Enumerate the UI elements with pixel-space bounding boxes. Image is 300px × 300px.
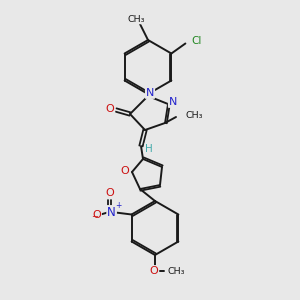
Text: CH₃: CH₃ (127, 14, 145, 23)
Text: Cl: Cl (191, 37, 202, 46)
Text: O: O (150, 266, 158, 276)
Text: CH₃: CH₃ (167, 266, 184, 275)
Text: O: O (105, 188, 114, 199)
Text: CH₃: CH₃ (185, 110, 202, 119)
Text: N: N (107, 206, 116, 219)
Text: N: N (146, 88, 154, 98)
Text: O: O (106, 104, 114, 114)
Text: −: − (92, 212, 99, 221)
Text: O: O (92, 209, 101, 220)
Text: N: N (169, 97, 177, 107)
Text: O: O (121, 166, 129, 176)
Text: H: H (145, 144, 153, 154)
Text: +: + (116, 200, 122, 209)
